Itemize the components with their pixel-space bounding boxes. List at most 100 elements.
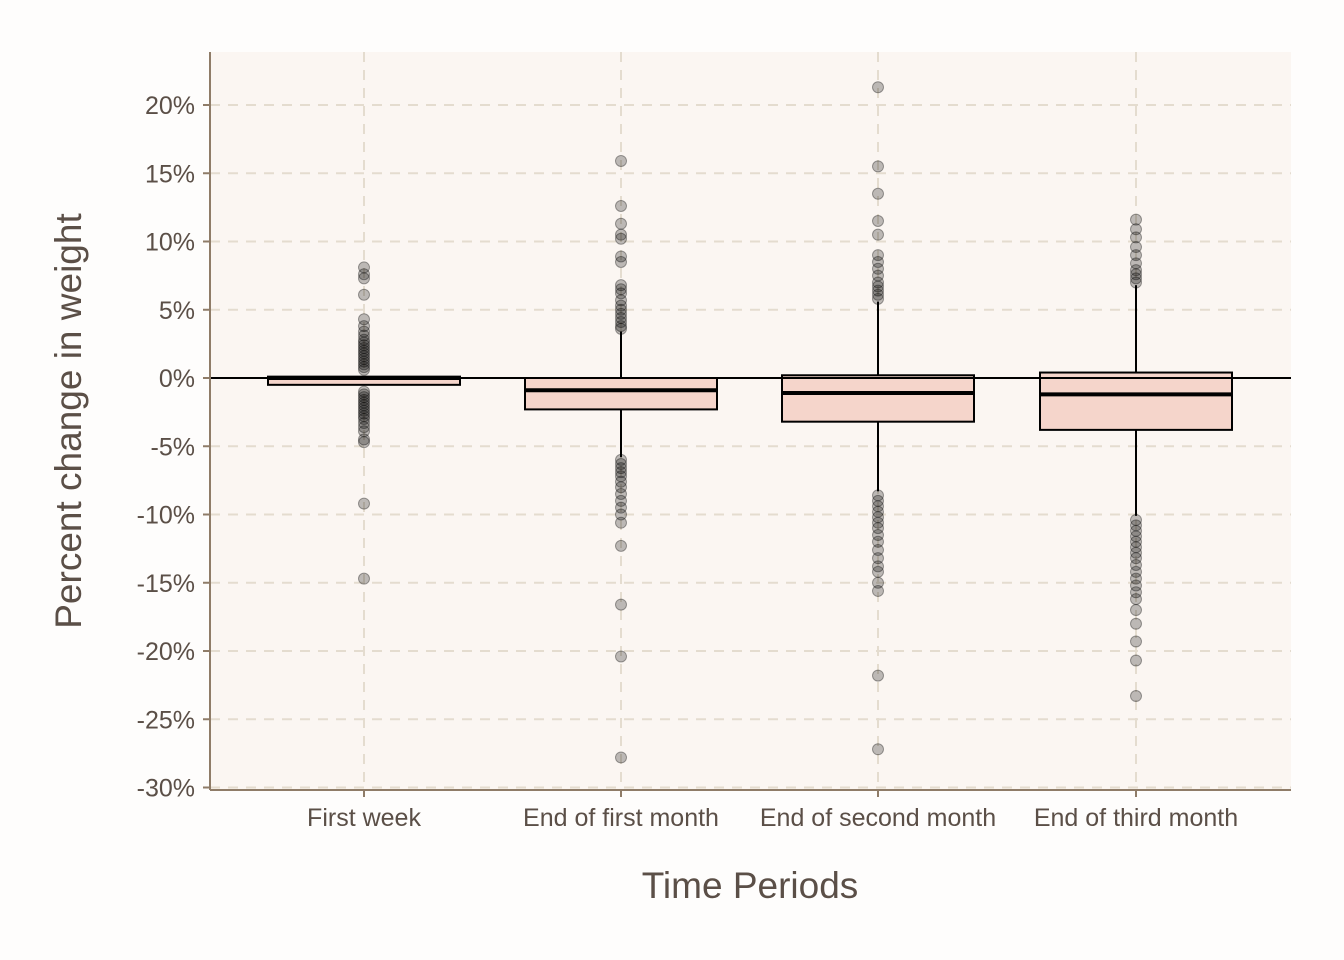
- outlier-point: [615, 466, 627, 479]
- y-tick-label: 20%: [145, 92, 195, 120]
- outlier-point: [872, 489, 884, 502]
- y-tick-label: -25%: [137, 706, 195, 734]
- y-tick-label: -5%: [151, 433, 195, 461]
- outlier-point: [358, 325, 370, 338]
- outlier-point: [872, 511, 884, 524]
- outlier-point: [358, 391, 370, 404]
- outlier-point: [358, 341, 370, 354]
- outlier-point: [1130, 249, 1142, 262]
- outlier-point: [358, 402, 370, 415]
- outlier-point: [872, 249, 884, 262]
- x-tick-label: End of second month: [760, 804, 996, 832]
- outlier-point: [358, 399, 370, 412]
- outlier-point: [615, 154, 627, 167]
- outlier-point: [358, 421, 370, 434]
- outlier-point: [615, 650, 627, 663]
- outlier-point: [358, 333, 370, 346]
- outlier-point: [615, 303, 627, 316]
- outlier-point: [615, 255, 627, 268]
- outlier-point: [615, 200, 627, 213]
- outlier-point: [1130, 519, 1142, 532]
- outlier-point: [358, 329, 370, 342]
- outlier-point: [872, 535, 884, 548]
- outlier-point: [358, 352, 370, 365]
- outlier-point: [1130, 524, 1142, 537]
- x-axis-title: Time Periods: [642, 865, 859, 906]
- outlier-point: [1130, 257, 1142, 270]
- grid-lines: [210, 52, 1291, 790]
- outlier-point: [1130, 513, 1142, 526]
- outlier-point: [872, 584, 884, 597]
- outlier-point: [872, 522, 884, 535]
- outlier-point: [1130, 565, 1142, 578]
- outlier-point: [615, 279, 627, 292]
- outlier-point: [615, 751, 627, 764]
- outlier-point: [872, 215, 884, 228]
- outlier-point: [872, 187, 884, 200]
- x-tick-labels: First week End of first month End of secon…: [307, 790, 1238, 832]
- outlier-point: [358, 417, 370, 430]
- outlier-point: [872, 288, 884, 301]
- outlier-point: [358, 425, 370, 438]
- outlier-point: [1130, 240, 1142, 253]
- outlier-point: [872, 516, 884, 529]
- outlier-point: [358, 344, 370, 357]
- outlier-point: [615, 311, 627, 324]
- y-tick-label: -10%: [137, 502, 195, 530]
- y-tick-label: 0%: [159, 365, 195, 393]
- outlier-point: [1130, 654, 1142, 667]
- outlier-point: [872, 276, 884, 289]
- outlier-point: [615, 475, 627, 488]
- outlier-point: [872, 269, 884, 282]
- outlier-point: [615, 470, 627, 483]
- outlier-point: [358, 407, 370, 420]
- y-tick-label: -20%: [137, 638, 195, 666]
- outlier-point: [358, 313, 370, 326]
- outlier-point: [1130, 586, 1142, 599]
- outlier-point: [615, 508, 627, 521]
- outlier-point: [1130, 552, 1142, 565]
- outlier-point: [358, 363, 370, 376]
- outlier-point: [872, 494, 884, 507]
- outlier-point: [1130, 268, 1142, 281]
- outlier-point: [872, 528, 884, 541]
- outlier-point: [358, 320, 370, 333]
- outlier-point: [1130, 223, 1142, 236]
- outlier-point: [615, 462, 627, 475]
- outlier-point: [615, 501, 627, 514]
- outlier-point: [615, 232, 627, 245]
- box-iqr: [781, 374, 975, 423]
- outlier-point: [1130, 276, 1142, 289]
- outlier-point: [615, 457, 627, 470]
- outlier-point: [872, 505, 884, 518]
- x-tick-label: End of third month: [1034, 804, 1238, 832]
- outlier-point: [358, 268, 370, 281]
- outlier-point: [1130, 264, 1142, 277]
- outlier-point: [358, 355, 370, 368]
- outlier-point: [615, 481, 627, 494]
- x-tick-label: First week: [307, 804, 421, 832]
- outlier-point: [615, 453, 627, 466]
- outlier-point: [872, 552, 884, 565]
- outlier-point: [872, 255, 884, 268]
- outlier-point: [358, 436, 370, 449]
- outlier-point: [1130, 272, 1142, 285]
- outlier-point: [358, 272, 370, 285]
- outlier-point: [358, 404, 370, 417]
- outlier-point: [615, 217, 627, 230]
- y-tick-labels: 20% 15% 10% 5% 0% -5% -10% -15% -20% -25% -30%: [137, 92, 210, 803]
- outlier-point: [1130, 593, 1142, 606]
- outlier-point: [872, 284, 884, 297]
- outlier-layer: [358, 81, 1142, 764]
- outlier-point: [872, 576, 884, 589]
- outlier-point: [1130, 546, 1142, 559]
- outlier-point: [1130, 213, 1142, 226]
- outlier-point: [358, 358, 370, 371]
- outlier-point: [1130, 572, 1142, 585]
- x-tick-label: End of first month: [523, 804, 719, 832]
- y-tick-label: 15%: [145, 160, 195, 188]
- outlier-point: [358, 388, 370, 401]
- outlier-point: [1130, 617, 1142, 630]
- outlier-point: [615, 228, 627, 241]
